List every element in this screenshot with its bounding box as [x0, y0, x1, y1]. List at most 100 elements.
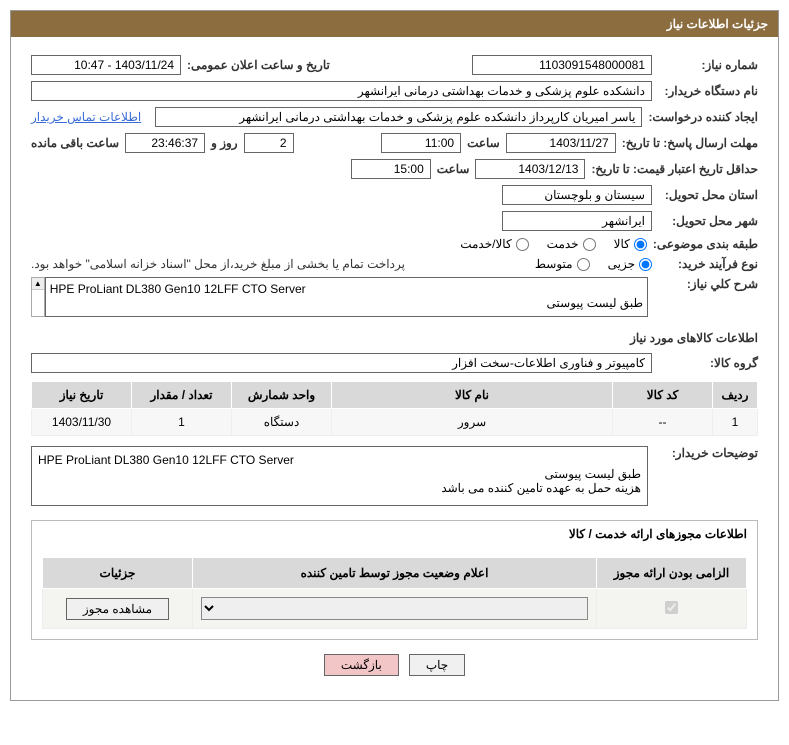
table-row: 1 -- سرور دستگاه 1 1403/11/30 [32, 409, 758, 436]
cat-goods-label: کالا [614, 237, 630, 251]
table-header-row: ردیف کد کالا نام کالا واحد شمارش تعداد /… [32, 382, 758, 409]
row-purchase-type: نوع فرآیند خرید: جزیی متوسط پرداخت تمام … [31, 257, 758, 271]
perm-body: الزامی بودن ارائه مجوز اعلام وضعیت مجوز … [32, 547, 757, 639]
days-field: 2 [244, 133, 294, 153]
cell-code: -- [613, 409, 713, 436]
province-value: سیستان و بلوچستان [544, 188, 645, 202]
deadline-time-field: 11:00 [381, 133, 461, 153]
need-no-label: شماره نیاز: [658, 58, 758, 72]
perm-th-status: اعلام وضعیت مجوز توسط تامین کننده [193, 558, 597, 589]
cat-service-label: خدمت [547, 237, 579, 251]
summary-label: شرح کلي نياز: [658, 277, 758, 291]
city-label: شهر محل تحویل: [658, 214, 758, 228]
requester-value: یاسر امیریان کارپرداز دانشکده علوم پزشکی… [239, 110, 635, 124]
buyer-desc-line3: هزینه حمل به عهده تامین کننده می باشد [38, 481, 641, 495]
perm-row: مشاهده مجوز [43, 589, 747, 629]
validity-time-value: 15:00 [394, 162, 424, 176]
perm-table: الزامی بودن ارائه مجوز اعلام وضعیت مجوز … [42, 557, 747, 629]
row-summary: شرح کلي نياز: HPE ProLiant DL380 Gen10 1… [31, 277, 758, 317]
need-no-field: 1103091548000081 [472, 55, 652, 75]
purchase-type-radios: جزیی متوسط [535, 257, 652, 271]
need-no-value: 1103091548000081 [539, 58, 645, 72]
th-date: تاریخ نیاز [32, 382, 132, 409]
panel-header: جزئیات اطلاعات نیاز [11, 11, 778, 37]
validity-label: حداقل تاریخ اعتبار قیمت: تا تاریخ: [591, 162, 758, 176]
th-name: نام کالا [332, 382, 613, 409]
time-label-2: ساعت [437, 162, 470, 176]
goods-group-label: گروه کالا: [658, 356, 758, 370]
deadline-date-field: 1403/11/27 [506, 133, 616, 153]
buyer-desc-label: توضیحات خریدار: [658, 446, 758, 460]
announce-value: 1403/11/24 - 10:47 [74, 58, 174, 72]
summary-line1: HPE ProLiant DL380 Gen10 12LFF CTO Serve… [50, 282, 643, 296]
province-field: سیستان و بلوچستان [502, 185, 652, 205]
row-category: طبقه بندی موضوعی: کالا خدمت کالا/خدمت [31, 237, 758, 251]
pt-partial-label: جزیی [608, 257, 635, 271]
permissions-panel: اطلاعات مجوزهای ارائه خدمت / کالا الزامی… [31, 520, 758, 640]
deadline-label: مهلت ارسال پاسخ: تا تاریخ: [622, 136, 758, 150]
scroll-up-icon[interactable]: ▲ [32, 278, 44, 290]
deadline-time-value: 11:00 [425, 136, 454, 150]
cat-service-radio[interactable] [583, 238, 596, 251]
perm-th-details: جزئیات [43, 558, 193, 589]
goods-group-value: کامپیوتر و فناوری اطلاعات-سخت افزار [452, 356, 645, 370]
content-area: شماره نیاز: 1103091548000081 تاریخ و ساع… [11, 45, 778, 700]
print-button[interactable]: چاپ [409, 654, 465, 676]
perm-required-checkbox [665, 601, 678, 614]
cell-date: 1403/11/30 [32, 409, 132, 436]
row-need-no: شماره نیاز: 1103091548000081 تاریخ و ساع… [31, 55, 758, 75]
pt-medium-label: متوسط [535, 257, 573, 271]
summary-line2: طبق لیست پیوستی [50, 296, 643, 310]
city-field: ایرانشهر [502, 211, 652, 231]
row-deadline: مهلت ارسال پاسخ: تا تاریخ: 1403/11/27 سا… [31, 133, 758, 153]
perm-status-select[interactable] [201, 597, 588, 620]
validity-date-field: 1403/12/13 [475, 159, 585, 179]
city-value: ایرانشهر [602, 214, 645, 228]
th-row: ردیف [713, 382, 758, 409]
buyer-org-field: دانشکده علوم پزشکی و خدمات بهداشتی درمان… [31, 81, 652, 101]
row-buyer-desc: توضیحات خریدار: HPE ProLiant DL380 Gen10… [31, 446, 758, 506]
summary-box: HPE ProLiant DL380 Gen10 12LFF CTO Serve… [45, 277, 648, 317]
view-permit-button[interactable]: مشاهده مجوز [66, 598, 169, 620]
cat-both-radio[interactable] [516, 238, 529, 251]
perm-status-cell [193, 589, 597, 629]
countdown-value: 23:46:37 [151, 136, 198, 150]
buyer-desc-box: HPE ProLiant DL380 Gen10 12LFF CTO Serve… [31, 446, 648, 506]
validity-time-field: 15:00 [351, 159, 431, 179]
cat-goods-radio[interactable] [634, 238, 647, 251]
purchase-type-label: نوع فرآیند خرید: [658, 257, 758, 271]
contact-link[interactable]: اطلاعات تماس خریدار [31, 110, 141, 124]
row-requester: ایجاد کننده درخواست: یاسر امیریان کارپرد… [31, 107, 758, 127]
payment-note: پرداخت تمام یا بخشی از مبلغ خرید،از محل … [31, 257, 405, 271]
row-validity: حداقل تاریخ اعتبار قیمت: تا تاریخ: 1403/… [31, 159, 758, 179]
pt-medium-radio[interactable] [577, 258, 590, 271]
cell-unit: دستگاه [232, 409, 332, 436]
days-label: روز و [211, 136, 238, 150]
main-panel: جزئیات اطلاعات نیاز شماره نیاز: 11030915… [10, 10, 779, 701]
goods-table: ردیف کد کالا نام کالا واحد شمارش تعداد /… [31, 381, 758, 436]
footer-buttons: چاپ بازگشت [31, 640, 758, 690]
perm-required-cell [597, 589, 747, 629]
row-goods-group: گروه کالا: کامپیوتر و فناوری اطلاعات-سخت… [31, 353, 758, 373]
cell-name: سرور [332, 409, 613, 436]
countdown-field: 23:46:37 [125, 133, 205, 153]
th-qty: تعداد / مقدار [132, 382, 232, 409]
row-city: شهر محل تحویل: ایرانشهر [31, 211, 758, 231]
requester-label: ایجاد کننده درخواست: [648, 110, 758, 124]
remaining-label: ساعت باقی مانده [31, 136, 119, 150]
buyer-desc-line1: HPE ProLiant DL380 Gen10 12LFF CTO Serve… [38, 453, 641, 467]
buyer-org-value: دانشکده علوم پزشکی و خدمات بهداشتی درمان… [358, 84, 645, 98]
th-unit: واحد شمارش [232, 382, 332, 409]
announce-field: 1403/11/24 - 10:47 [31, 55, 181, 75]
buyer-org-label: نام دستگاه خریدار: [658, 84, 758, 98]
category-label: طبقه بندی موضوعی: [653, 237, 758, 251]
time-label-1: ساعت [467, 136, 500, 150]
deadline-date-value: 1403/11/27 [550, 136, 609, 150]
summary-scrollbar[interactable]: ▲ [31, 277, 45, 317]
province-label: استان محل تحویل: [658, 188, 758, 202]
days-value: 2 [280, 136, 287, 150]
pt-partial-radio[interactable] [639, 258, 652, 271]
panel-title: جزئیات اطلاعات نیاز [667, 17, 768, 31]
back-button[interactable]: بازگشت [324, 654, 399, 676]
requester-field: یاسر امیریان کارپرداز دانشکده علوم پزشکی… [155, 107, 642, 127]
